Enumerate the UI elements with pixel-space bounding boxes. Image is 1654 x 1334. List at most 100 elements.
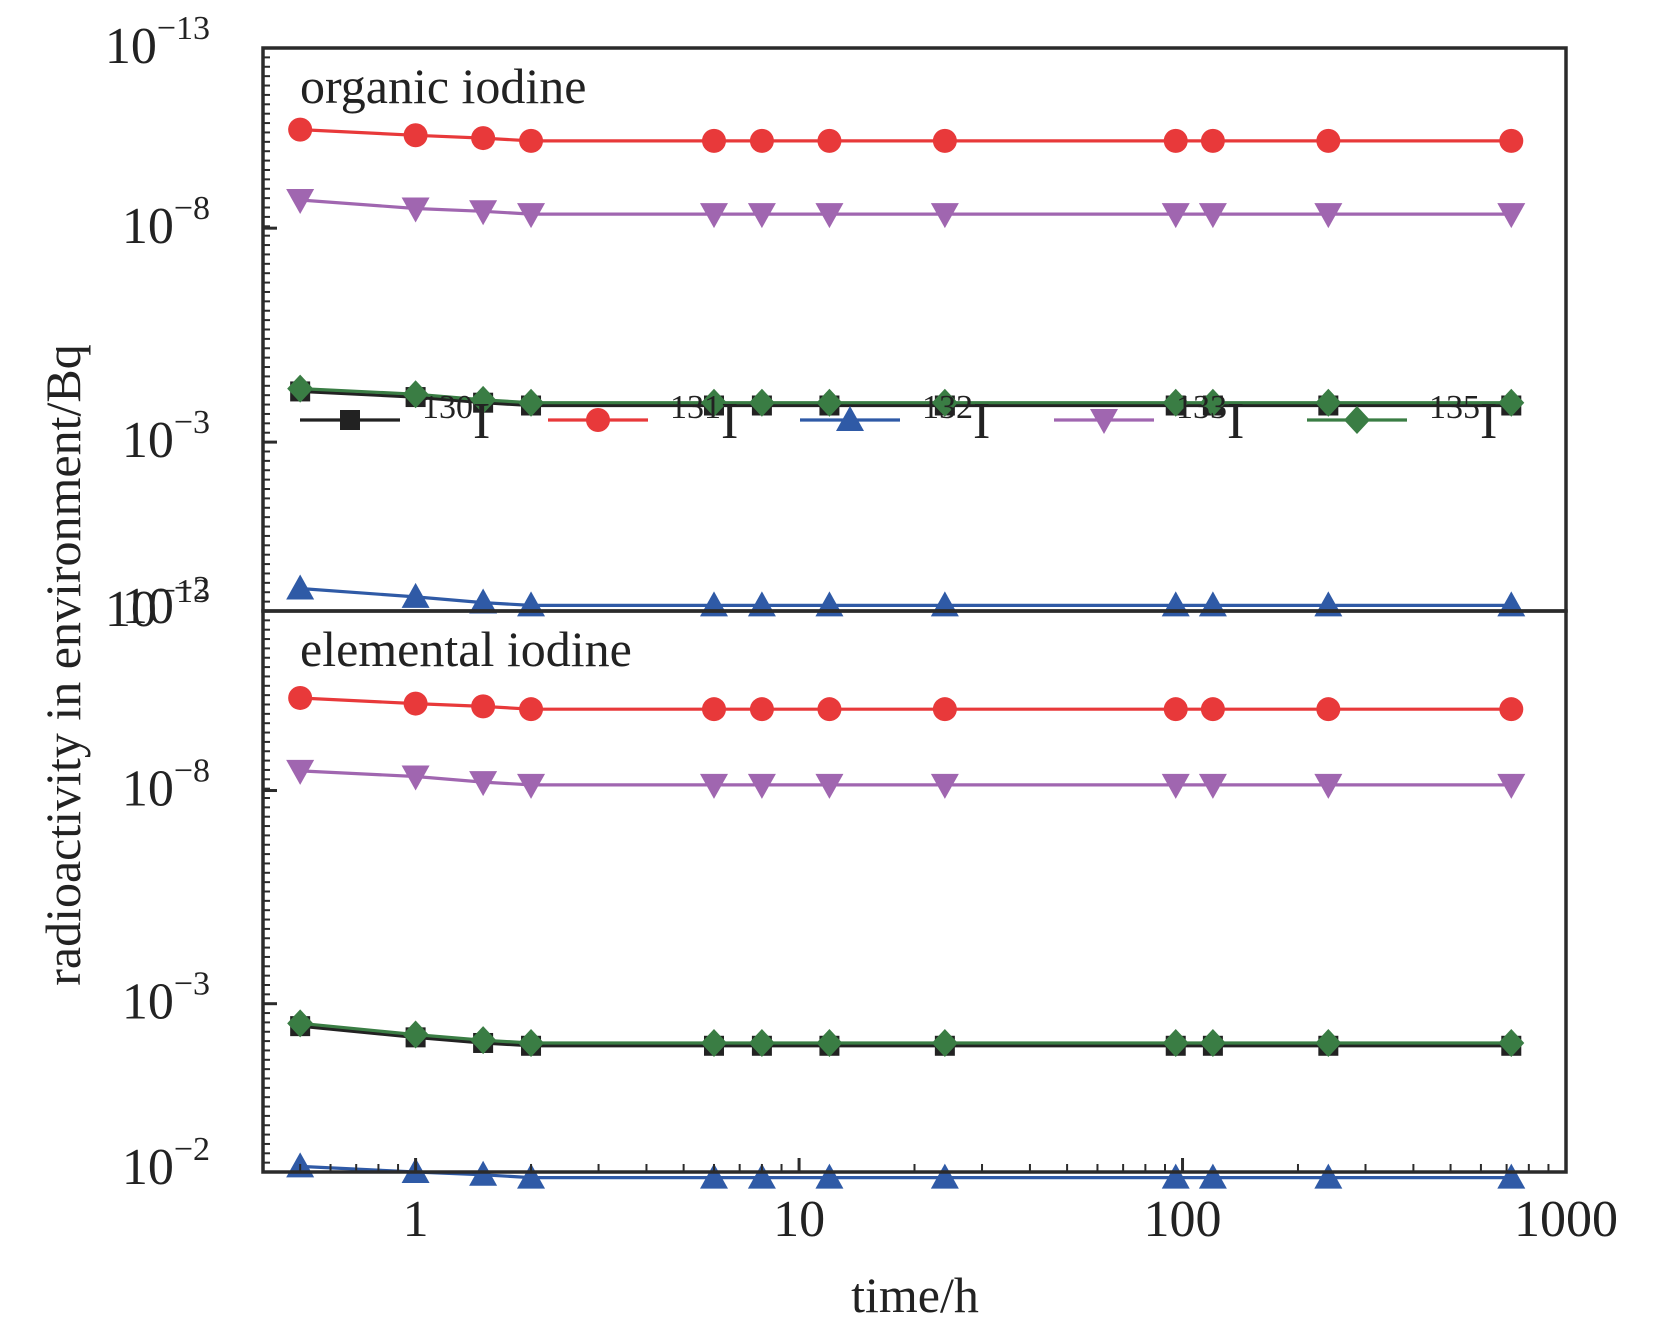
data-point — [1162, 1028, 1189, 1057]
x-axis-label: time/h — [851, 1267, 979, 1323]
data-point — [1315, 388, 1342, 417]
data-point — [699, 203, 728, 229]
y-axis-label: radioactivity in environment/Bq — [35, 344, 91, 986]
data-point — [287, 1009, 314, 1038]
y-tick-label: 10−8 — [122, 190, 210, 255]
data-point — [518, 1028, 545, 1057]
data-point — [1314, 1163, 1343, 1189]
legend-item-130I: 130I — [300, 389, 490, 450]
series-line — [300, 1164, 1512, 1180]
panel-label: organic iodine — [300, 58, 587, 114]
y-ticks — [263, 609, 277, 1174]
panel-frame — [261, 609, 1568, 1174]
data-point — [470, 1026, 497, 1055]
data-point — [1199, 1028, 1226, 1057]
data-point — [816, 388, 843, 417]
panel-elemental-iodine: elemental iodine — [286, 621, 1526, 1189]
plot-panels: organic iodine elemental iodine — [286, 58, 1526, 1189]
data-point — [1161, 203, 1190, 229]
data-point — [469, 771, 498, 797]
data-point — [1163, 697, 1188, 722]
data-point — [699, 773, 728, 799]
data-point — [401, 582, 430, 608]
data-point — [1498, 1028, 1525, 1057]
data-point — [749, 697, 774, 722]
y-tick-label: 10−3 — [122, 404, 210, 469]
data-point — [286, 759, 315, 785]
legend: 130I 131I 132I 133I 135I — [300, 389, 1497, 450]
legend-marker — [836, 406, 864, 431]
data-point — [749, 128, 774, 153]
panel-label: elemental iodine — [300, 621, 632, 677]
data-point — [287, 374, 314, 403]
data-point — [471, 694, 496, 719]
data-point — [518, 388, 545, 417]
data-point — [1198, 773, 1227, 799]
legend-marker — [586, 408, 610, 432]
x-tick-label: 100 — [1144, 1191, 1222, 1248]
data-point — [931, 1028, 958, 1057]
data-point — [815, 773, 844, 799]
series-135I — [287, 1009, 1525, 1057]
series-line — [300, 1024, 1512, 1048]
series-133I — [286, 189, 1526, 229]
legend-item-135I: 135I — [1307, 389, 1497, 450]
data-point — [930, 203, 959, 229]
data-point — [517, 1163, 546, 1189]
data-point — [701, 128, 726, 153]
data-point — [748, 1028, 775, 1057]
data-point — [1316, 128, 1341, 153]
legend-marker — [340, 410, 360, 430]
data-point — [931, 388, 958, 417]
data-point — [1200, 697, 1225, 722]
data-point — [1314, 203, 1343, 229]
data-point — [1497, 1163, 1526, 1189]
data-point — [1499, 697, 1524, 722]
data-point — [1497, 773, 1526, 799]
data-point — [815, 203, 844, 229]
axes-frame — [261, 46, 1568, 1174]
x-tick-label: 1000 — [1514, 1191, 1618, 1248]
data-point — [1316, 697, 1341, 722]
y-tick-label: 10−2 — [122, 1131, 210, 1196]
series-line — [300, 586, 1512, 608]
panel-organic-iodine: organic iodine — [286, 58, 1526, 617]
data-point — [471, 126, 496, 151]
legend-label: 133I — [1176, 389, 1244, 450]
x-tick-label: 1 — [403, 1191, 429, 1248]
data-point — [1200, 128, 1225, 153]
data-point — [286, 189, 315, 215]
data-point — [815, 1163, 844, 1189]
data-point — [517, 203, 546, 229]
data-point — [816, 1028, 843, 1057]
y-ticks — [263, 46, 277, 613]
data-point — [1314, 773, 1343, 799]
data-point — [1499, 128, 1524, 153]
data-point — [402, 1020, 429, 1049]
series-line — [300, 769, 1512, 787]
data-point — [932, 128, 957, 153]
data-point — [1198, 1163, 1227, 1189]
legend-label: 132I — [922, 389, 990, 450]
data-point — [402, 380, 429, 409]
data-point — [1315, 1028, 1342, 1057]
data-point — [288, 685, 313, 710]
data-point — [469, 200, 498, 226]
data-point — [932, 697, 957, 722]
data-point — [701, 697, 726, 722]
data-point — [517, 773, 546, 799]
data-point — [469, 588, 498, 614]
data-point — [1497, 203, 1526, 229]
data-point — [1161, 1163, 1190, 1189]
data-point — [817, 128, 842, 153]
data-point — [1161, 773, 1190, 799]
data-point — [817, 697, 842, 722]
series-131I — [288, 117, 1524, 153]
panel-frame — [261, 46, 1568, 613]
data-point — [1163, 128, 1188, 153]
data-point — [403, 123, 428, 148]
data-point — [470, 385, 497, 414]
data-point — [401, 197, 430, 223]
data-point — [700, 388, 727, 417]
legend-marker — [1090, 409, 1118, 434]
